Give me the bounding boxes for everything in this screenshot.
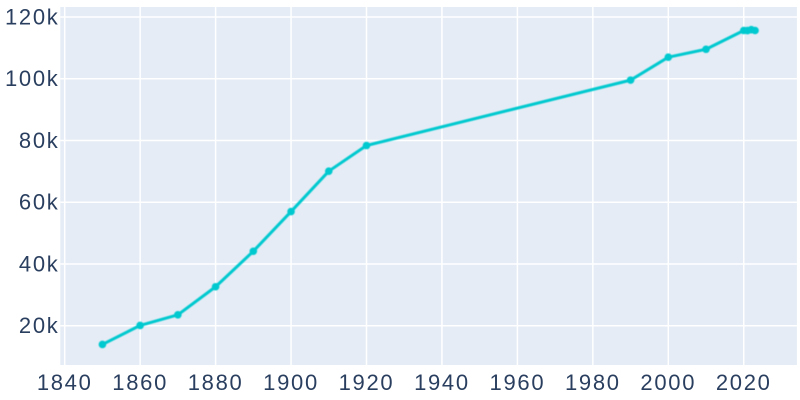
svg-text:1960: 1960 <box>490 370 546 395</box>
svg-text:100k: 100k <box>5 66 60 91</box>
svg-text:1920: 1920 <box>339 370 395 395</box>
svg-text:120k: 120k <box>5 4 60 29</box>
svg-text:60k: 60k <box>19 190 60 215</box>
svg-text:1860: 1860 <box>112 370 168 395</box>
svg-text:1880: 1880 <box>188 370 244 395</box>
svg-text:2020: 2020 <box>716 370 772 395</box>
svg-text:40k: 40k <box>19 251 60 276</box>
svg-text:1980: 1980 <box>565 370 621 395</box>
svg-text:1940: 1940 <box>414 370 470 395</box>
svg-text:20k: 20k <box>19 313 60 338</box>
svg-text:1900: 1900 <box>263 370 319 395</box>
svg-text:80k: 80k <box>19 128 60 153</box>
svg-text:2000: 2000 <box>640 370 696 395</box>
svg-text:1840: 1840 <box>37 370 93 395</box>
